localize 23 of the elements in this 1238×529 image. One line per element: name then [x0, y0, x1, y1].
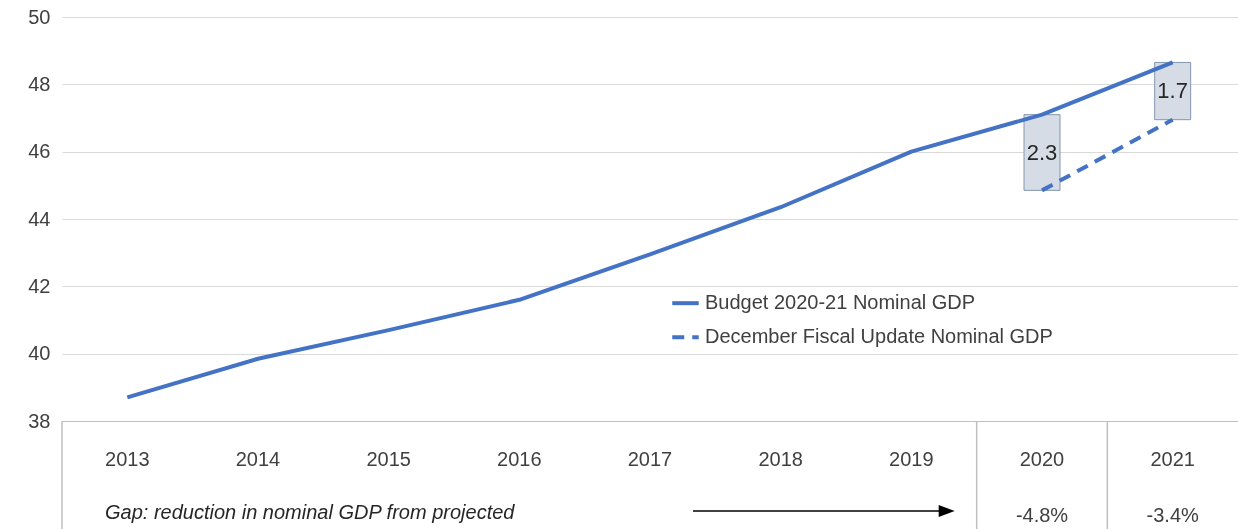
- x-tick-label: 2021: [1150, 447, 1195, 470]
- x-tick-label: 2013: [105, 447, 150, 470]
- y-tick-label: 46: [28, 140, 51, 163]
- text: -3.4%: [1146, 504, 1199, 526]
- y-tick-label: 48: [28, 72, 51, 95]
- y-tick-label: 42: [28, 274, 51, 297]
- y-tick-label: 50: [28, 5, 51, 28]
- x-tick-label: 2018: [758, 447, 803, 470]
- x-tick-label: 2019: [889, 447, 934, 470]
- text: Gap: reduction in nominal GDP from projected: [105, 501, 516, 523]
- annotation: 2.3: [1026, 139, 1058, 165]
- legend-label: Budget 2020-21 Nominal GDP: [704, 291, 976, 314]
- y-tick-label: 38: [28, 409, 51, 432]
- y-tick-label: 44: [28, 207, 51, 230]
- x-tick-label: 2016: [497, 447, 542, 470]
- x-tick-label: 2020: [1019, 447, 1065, 470]
- text: -4.8%: [1015, 504, 1069, 526]
- x-tick-label: 2015: [366, 447, 411, 470]
- legend-label: December Fiscal Update Nominal GDP: [704, 325, 1053, 348]
- x-tick-label: 2017: [627, 447, 673, 470]
- annotation: 1.7: [1157, 78, 1188, 104]
- y-tick-label: 40: [28, 342, 51, 365]
- x-tick-label: 2014: [235, 447, 281, 470]
